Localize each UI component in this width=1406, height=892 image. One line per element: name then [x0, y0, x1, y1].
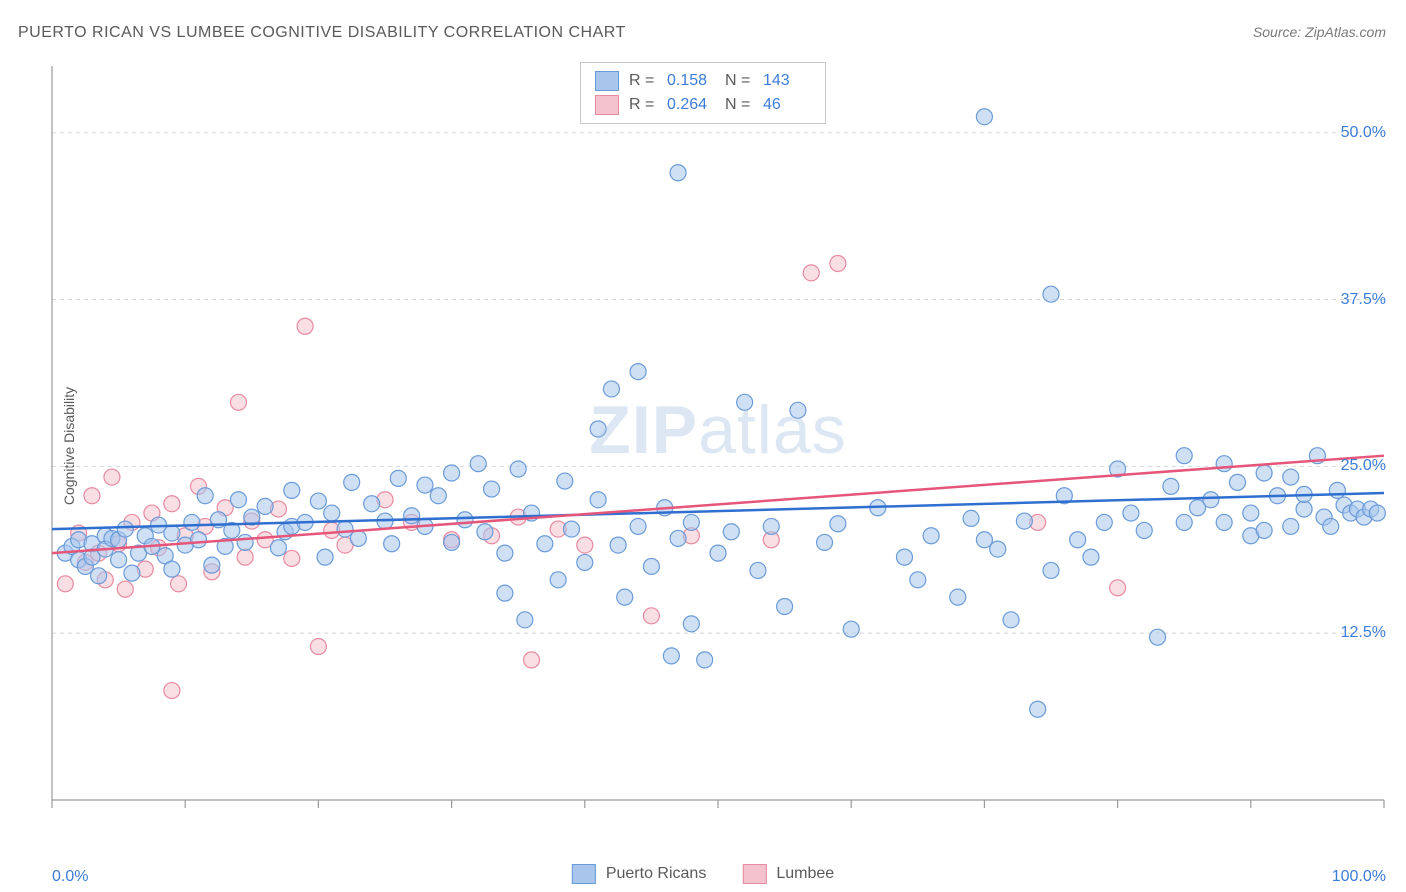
- scatter-plot: [50, 60, 1386, 830]
- y-tick-label: 50.0%: [1341, 124, 1386, 142]
- chart-area: ZIPatlas: [50, 60, 1386, 830]
- stat-row-series1: R = 0.158 N = 143: [595, 69, 811, 93]
- swatch-series1: [572, 864, 596, 884]
- legend-item-1: Puerto Ricans: [572, 864, 707, 884]
- legend-label-1: Puerto Ricans: [606, 865, 707, 883]
- r-value-2: 0.264: [667, 96, 715, 114]
- legend-item-2: Lumbee: [742, 864, 834, 884]
- n-value-1: 143: [763, 72, 811, 90]
- stat-row-series2: R = 0.264 N = 46: [595, 93, 811, 117]
- n-label: N =: [725, 96, 753, 114]
- r-value-1: 0.158: [667, 72, 715, 90]
- chart-title: PUERTO RICAN VS LUMBEE COGNITIVE DISABIL…: [18, 24, 626, 42]
- x-max-label: 100.0%: [1332, 868, 1386, 886]
- y-tick-label: 25.0%: [1341, 457, 1386, 475]
- legend-bottom: Puerto Ricans Lumbee: [572, 864, 834, 884]
- swatch-series2: [595, 95, 619, 115]
- r-label: R =: [629, 72, 657, 90]
- n-label: N =: [725, 72, 753, 90]
- y-tick-label: 37.5%: [1341, 291, 1386, 309]
- r-label: R =: [629, 96, 657, 114]
- x-min-label: 0.0%: [52, 868, 88, 886]
- y-tick-label: 12.5%: [1341, 624, 1386, 642]
- n-value-2: 46: [763, 96, 811, 114]
- swatch-series1: [595, 71, 619, 91]
- stats-legend-box: R = 0.158 N = 143 R = 0.264 N = 46: [580, 62, 826, 124]
- source-label: Source: ZipAtlas.com: [1253, 24, 1386, 40]
- legend-label-2: Lumbee: [776, 865, 834, 883]
- swatch-series2: [742, 864, 766, 884]
